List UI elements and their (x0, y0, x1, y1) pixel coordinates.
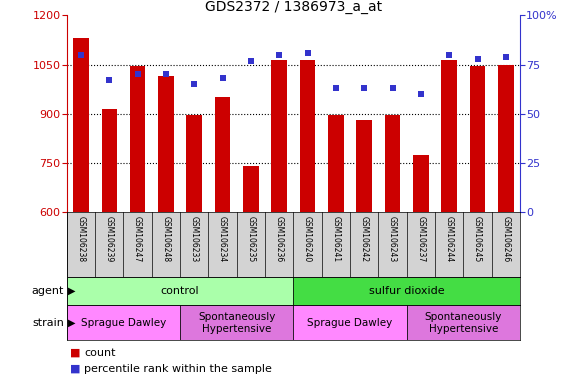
Bar (293, 277, 520, 305)
Text: GSM106240: GSM106240 (303, 215, 312, 262)
Bar (158, 76, 174, 212)
Bar (73, 38, 89, 212)
Bar (328, 116, 344, 212)
Text: Spontaneously
Hypertensive: Spontaneously Hypertensive (198, 312, 275, 334)
Text: GSM106235: GSM106235 (246, 215, 256, 262)
Point (218, 75, 227, 81)
Text: Sprague Dawley: Sprague Dawley (81, 318, 166, 328)
Text: ■: ■ (70, 348, 80, 358)
Bar (215, 98, 231, 212)
Text: agent: agent (31, 286, 64, 296)
Bar (356, 121, 372, 212)
Bar (130, 66, 145, 212)
Point (303, 50, 312, 56)
Point (416, 91, 425, 97)
Text: GSM106244: GSM106244 (444, 215, 454, 262)
Text: GSM106233: GSM106233 (190, 215, 199, 262)
Bar (187, 116, 202, 212)
Text: ▶: ▶ (68, 286, 76, 296)
Text: GSM106243: GSM106243 (388, 215, 397, 262)
Point (473, 56, 482, 62)
Text: GSM106246: GSM106246 (501, 215, 510, 262)
Bar (469, 66, 485, 212)
Text: GSM106236: GSM106236 (275, 215, 284, 262)
Text: count: count (84, 348, 116, 358)
Text: GSM106248: GSM106248 (162, 215, 170, 262)
Bar (271, 60, 287, 212)
Text: ■: ■ (70, 364, 80, 374)
Text: GSM106241: GSM106241 (331, 215, 340, 262)
Point (133, 71, 142, 78)
Text: GSM106234: GSM106234 (218, 215, 227, 262)
Point (444, 52, 454, 58)
Text: ▶: ▶ (68, 318, 76, 328)
Point (105, 77, 114, 83)
Bar (442, 60, 457, 212)
Text: control: control (161, 286, 199, 296)
Bar (300, 60, 315, 212)
Text: Sprague Dawley: Sprague Dawley (307, 318, 393, 328)
Point (162, 71, 171, 78)
Bar (293, 305, 407, 340)
Bar (67, 305, 180, 340)
Point (246, 58, 256, 64)
Text: GSM106242: GSM106242 (360, 215, 369, 262)
Text: percentile rank within the sample: percentile rank within the sample (84, 364, 272, 374)
Text: strain: strain (32, 318, 64, 328)
Point (76, 52, 85, 58)
Bar (407, 305, 520, 340)
Text: GSM106238: GSM106238 (77, 215, 85, 262)
Text: Spontaneously
Hypertensive: Spontaneously Hypertensive (425, 312, 502, 334)
Bar (102, 109, 117, 212)
Point (388, 85, 397, 91)
Point (189, 81, 199, 88)
Bar (385, 116, 400, 212)
Text: GSM106239: GSM106239 (105, 215, 114, 262)
Text: sulfur dioxide: sulfur dioxide (369, 286, 444, 296)
Bar (67, 277, 293, 305)
Point (331, 85, 340, 91)
Bar (180, 305, 293, 340)
Bar (498, 65, 514, 212)
Text: GSM106247: GSM106247 (133, 215, 142, 262)
Text: GSM106237: GSM106237 (417, 215, 425, 262)
Bar (413, 155, 429, 212)
Bar (243, 166, 259, 212)
Text: GSM106245: GSM106245 (473, 215, 482, 262)
Title: GDS2372 / 1386973_a_at: GDS2372 / 1386973_a_at (205, 0, 382, 14)
Point (275, 52, 284, 58)
Point (501, 54, 511, 60)
Point (360, 85, 369, 91)
